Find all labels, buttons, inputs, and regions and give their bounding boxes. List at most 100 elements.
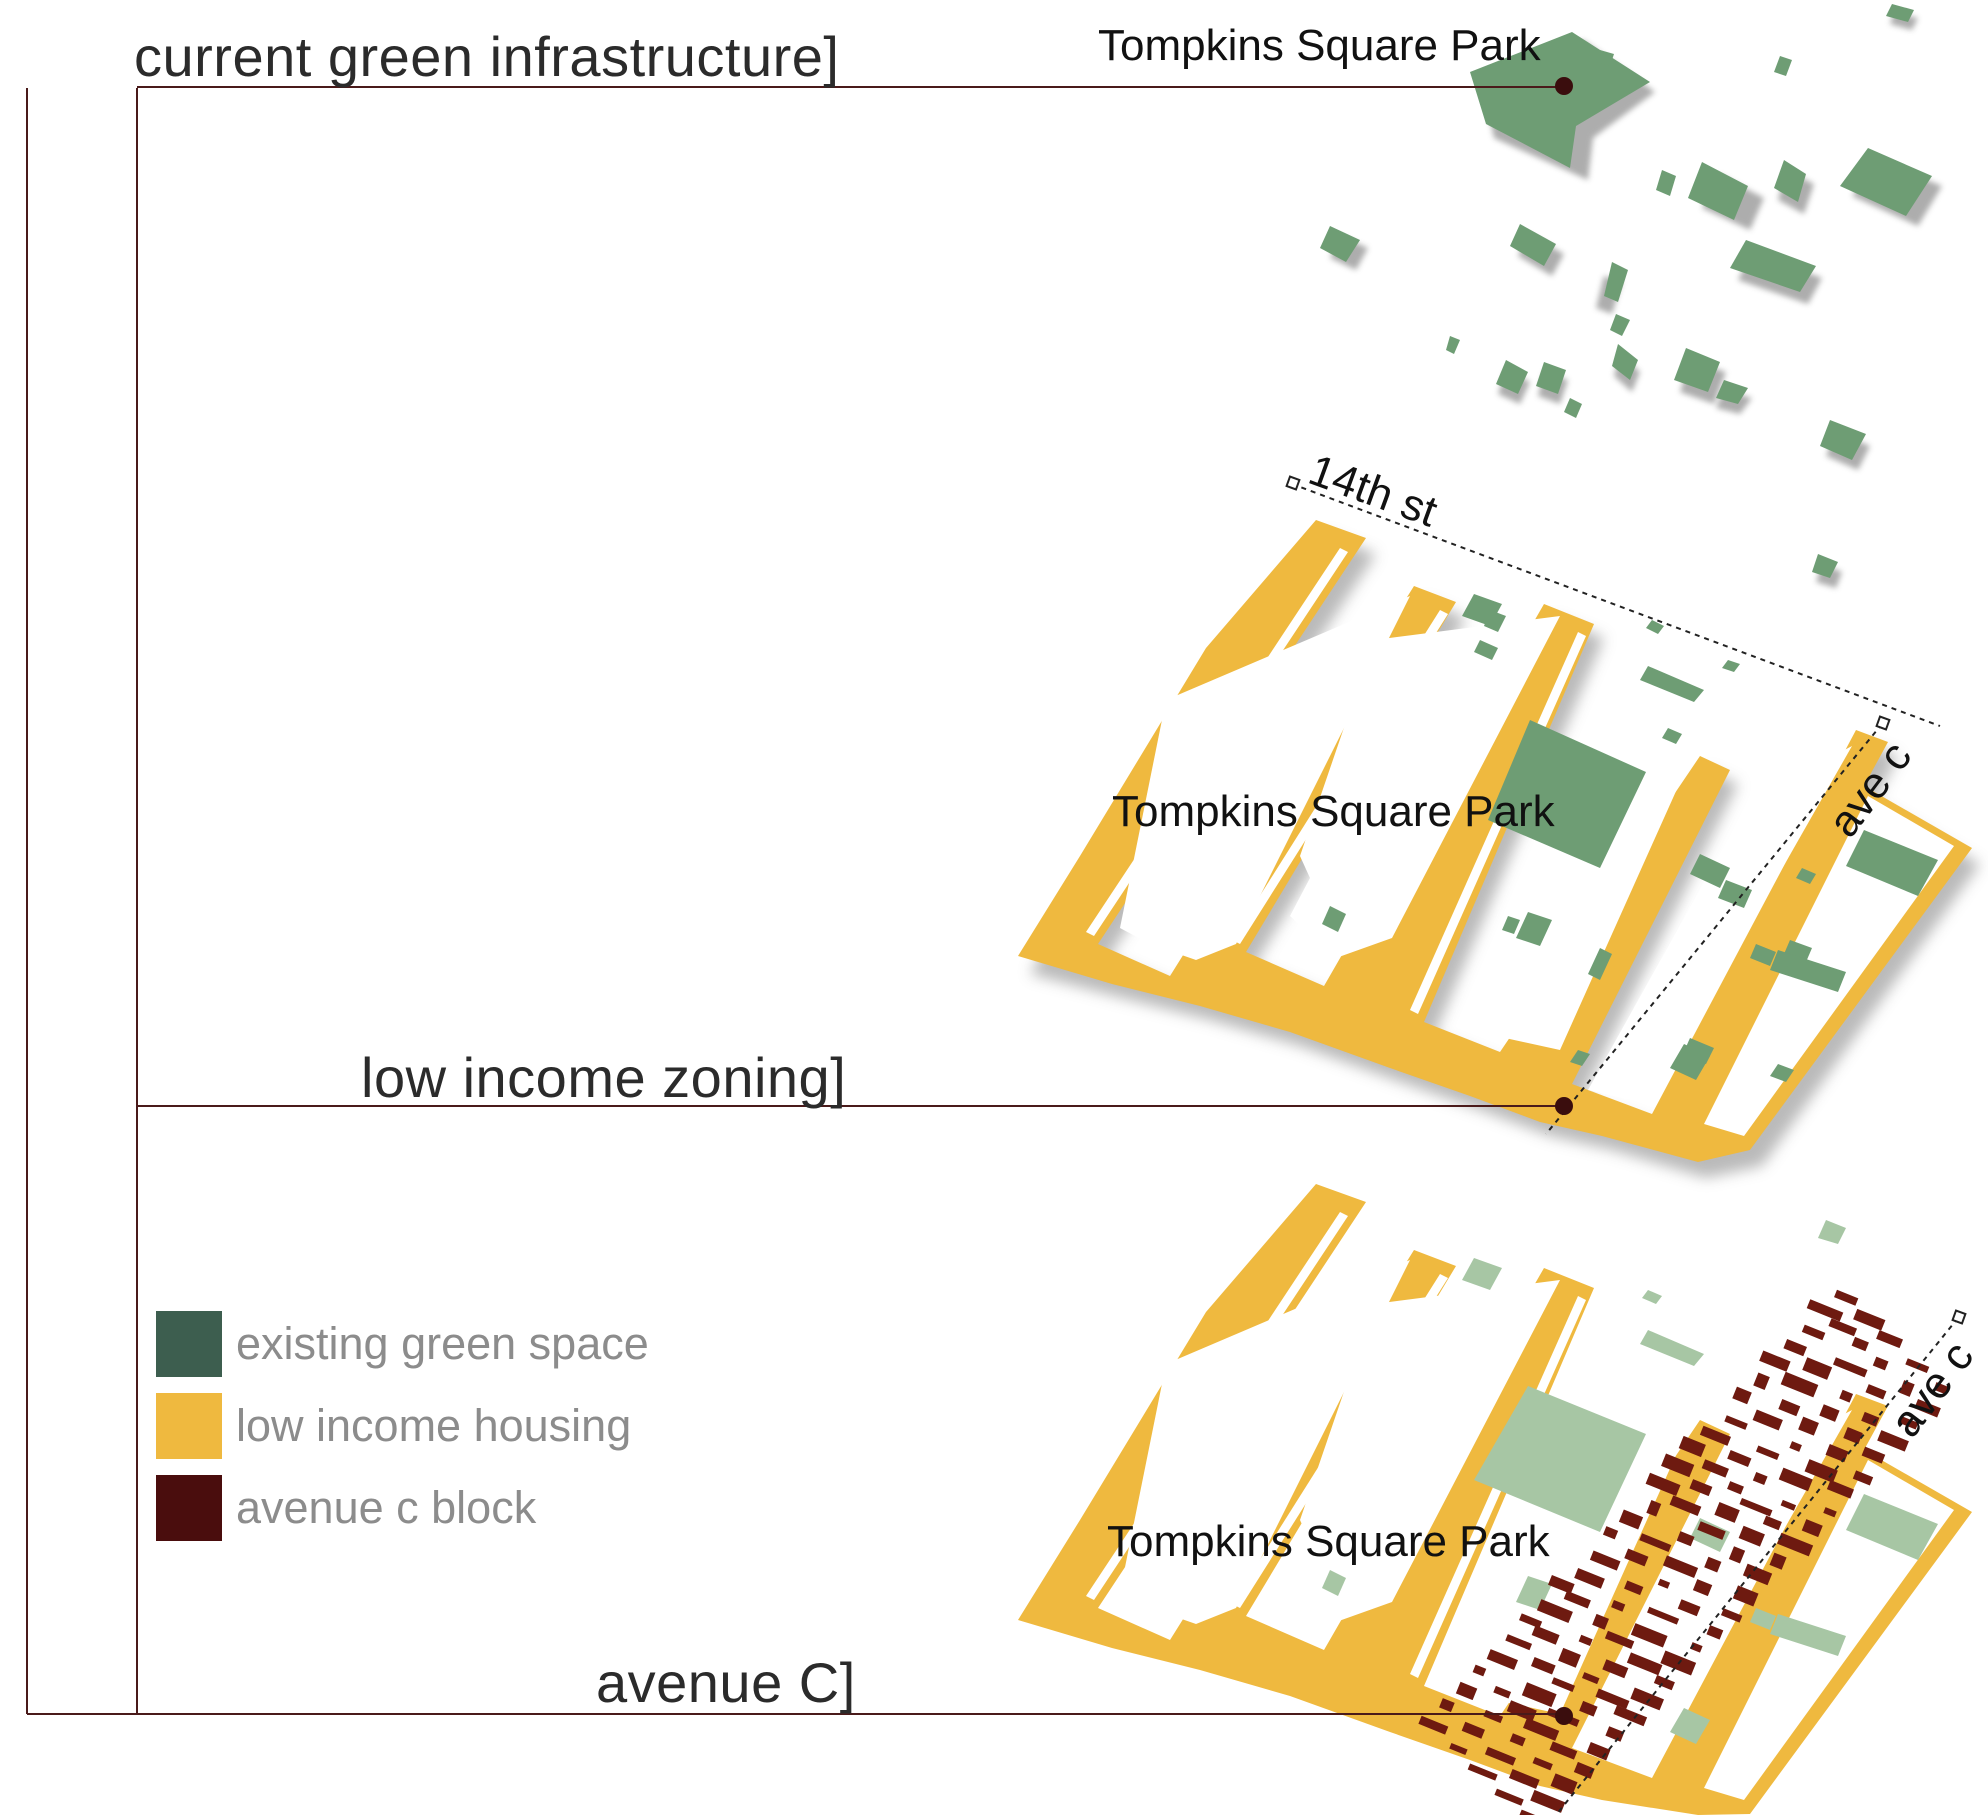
avenue-c-building xyxy=(1613,1705,1648,1727)
avenue-c-building xyxy=(1506,1700,1537,1722)
avenue-c-building xyxy=(1550,1773,1578,1795)
avenue-c-building xyxy=(1732,1386,1752,1405)
avenue-c-building xyxy=(1579,1700,1598,1717)
avenue-c-building xyxy=(1727,1450,1752,1468)
avenue-c-building xyxy=(1851,1336,1869,1352)
avenue-c-building xyxy=(1780,1371,1819,1398)
avenue-c-building xyxy=(1639,1533,1672,1552)
title-current-green-infrastructure: current green infrastructure] xyxy=(134,25,840,88)
avenue-c-building xyxy=(1581,1672,1600,1685)
avenue-c-building xyxy=(1801,1324,1826,1341)
avenue-c-building xyxy=(1486,1649,1519,1670)
avenue-c-building xyxy=(1589,1550,1621,1571)
avenue-c-building xyxy=(1573,1761,1595,1779)
avenue-c-building xyxy=(1898,1415,1919,1430)
park-label-green: Tompkins Square Park xyxy=(1098,21,1542,70)
avenue-c-building xyxy=(1825,1444,1849,1463)
avenue-c-building xyxy=(1624,1548,1649,1567)
avenue-c-building xyxy=(1752,1409,1783,1431)
legend-swatch-green-space xyxy=(156,1311,222,1377)
avenue-c-block xyxy=(1418,1289,1949,1815)
faded-green-spaces xyxy=(1322,1220,1938,1744)
avenue-c-building xyxy=(1493,1685,1512,1699)
leader-lines xyxy=(26,86,1564,1715)
avenue-c-building xyxy=(1701,1459,1729,1478)
low-income-zoning-layer xyxy=(1018,520,1980,1178)
avenue-c-building xyxy=(1802,1357,1833,1380)
avenue-c-building xyxy=(1689,1479,1713,1497)
avenue-c-building xyxy=(1472,1664,1487,1677)
avenue-c-building xyxy=(1872,1356,1889,1371)
avenue-c-building xyxy=(1732,1585,1759,1607)
street-guides xyxy=(1291,483,1959,1815)
avenue-c-building xyxy=(1759,1350,1791,1372)
avenue-c-building xyxy=(1755,1445,1780,1461)
avenue-c-building xyxy=(1798,1416,1819,1436)
avenue-c-building xyxy=(1549,1741,1578,1760)
avenue-c-building xyxy=(1899,1380,1915,1397)
avenue-c-building xyxy=(1724,1415,1748,1430)
avenue-c-building xyxy=(1467,1763,1498,1781)
avenue-c-building xyxy=(1653,1675,1675,1691)
avenue-c-building xyxy=(1826,1480,1855,1499)
avenue-c-building xyxy=(1780,1499,1797,1511)
park-label-zoning: Tompkins Square Park xyxy=(1112,787,1556,836)
avenue-c-building xyxy=(1461,1721,1485,1739)
avenue-c-building xyxy=(1742,1563,1773,1586)
avenue-c-building xyxy=(1630,1623,1668,1648)
avenue-c-building xyxy=(1523,1717,1560,1741)
avenue-c-building xyxy=(1778,1467,1813,1492)
avenue-c-building xyxy=(1563,1590,1591,1609)
avenue-c-building xyxy=(1455,1681,1478,1701)
legend-label-green-space: existing green space xyxy=(236,1318,649,1369)
avenue-c-building xyxy=(1914,1399,1941,1418)
avenue-c-building xyxy=(1877,1430,1909,1452)
leader-dot-zoning xyxy=(1555,1097,1573,1115)
avenue-c-building xyxy=(1832,1357,1868,1378)
avenue-c-building xyxy=(1602,1526,1619,1540)
avenue-c-building xyxy=(1630,1687,1664,1711)
avenue-c-building xyxy=(1618,1509,1644,1530)
avenue-c-building xyxy=(1508,1768,1540,1789)
avenue-c-building xyxy=(1602,1659,1629,1679)
avenue-c-building xyxy=(1720,1608,1743,1623)
legend-label-avenue-c-block: avenue c block xyxy=(236,1482,537,1533)
avenue-c-building xyxy=(1762,1515,1782,1531)
avenue-c-building xyxy=(1819,1404,1840,1422)
avenue-c-building xyxy=(1905,1358,1930,1374)
street-end-markers xyxy=(1285,475,1967,1325)
avenue-c-building xyxy=(1861,1446,1886,1464)
avenue-c-building xyxy=(1574,1567,1605,1589)
ave-c-line-avenue xyxy=(1555,1317,1959,1815)
avenue-c-building xyxy=(1531,1625,1560,1645)
avenue-c-building xyxy=(1530,1789,1566,1813)
avenue-c-building xyxy=(1739,1497,1773,1517)
avenue-c-building xyxy=(1517,1809,1550,1815)
title-avenue-c: avenue C] xyxy=(596,1651,856,1714)
avenue-c-building xyxy=(1505,1634,1533,1651)
avenue-c-building xyxy=(1592,1613,1609,1630)
avenue-c-building xyxy=(1783,1338,1807,1357)
avenue-c-building xyxy=(1697,1521,1726,1540)
avenue-c-building xyxy=(1645,1472,1681,1497)
avenue-c-building xyxy=(1853,1308,1886,1331)
avenue-c-building xyxy=(1727,1481,1744,1495)
zoning-green-spaces xyxy=(1322,594,1938,1082)
avenue-c-building xyxy=(1828,1318,1858,1337)
legend-item-avenue-c-block: avenue c block xyxy=(156,1475,536,1541)
avenue-c-building xyxy=(1669,1495,1702,1516)
avenue-c-building xyxy=(1494,1788,1524,1806)
legend-swatch-avenue-c-block xyxy=(156,1475,222,1541)
ave-c-line-zoning xyxy=(1545,723,1883,1135)
avenue-c-building xyxy=(1752,1471,1768,1486)
leader-dots xyxy=(1555,77,1573,1725)
avenue-c-building xyxy=(1578,1634,1593,1646)
avenue-c-building xyxy=(1861,1411,1880,1427)
avenue-c-building xyxy=(1876,1330,1904,1349)
marker-ave-c xyxy=(1875,715,1891,731)
avenue-c-building xyxy=(1678,1435,1706,1458)
avenue-c-building xyxy=(1509,1733,1526,1747)
avenue-c-building xyxy=(1777,1532,1814,1557)
avenue-c-building xyxy=(1778,1399,1801,1417)
